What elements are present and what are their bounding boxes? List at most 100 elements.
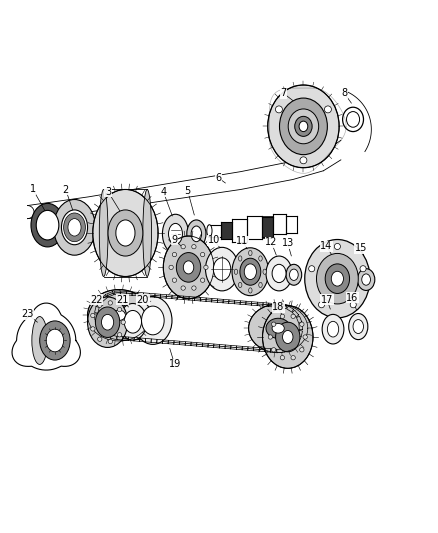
Circle shape	[172, 278, 177, 282]
Ellipse shape	[325, 264, 350, 294]
Circle shape	[280, 356, 285, 360]
Circle shape	[91, 313, 95, 318]
Ellipse shape	[268, 85, 339, 168]
Circle shape	[309, 265, 315, 272]
Ellipse shape	[317, 254, 358, 304]
Ellipse shape	[305, 239, 370, 318]
Ellipse shape	[163, 236, 214, 298]
Ellipse shape	[93, 189, 158, 277]
Ellipse shape	[288, 109, 319, 144]
Bar	[261, 216, 273, 239]
Circle shape	[108, 340, 113, 344]
Ellipse shape	[353, 320, 364, 334]
Ellipse shape	[283, 330, 293, 344]
Ellipse shape	[272, 324, 284, 333]
Ellipse shape	[113, 310, 125, 320]
Ellipse shape	[238, 282, 242, 288]
Ellipse shape	[162, 214, 188, 254]
Ellipse shape	[61, 210, 88, 245]
Ellipse shape	[234, 269, 238, 274]
Text: 11: 11	[237, 236, 249, 246]
Ellipse shape	[177, 253, 201, 282]
Ellipse shape	[240, 258, 261, 285]
Circle shape	[181, 286, 185, 290]
Circle shape	[201, 278, 205, 282]
Circle shape	[300, 348, 304, 352]
Text: 20: 20	[137, 295, 149, 304]
Circle shape	[276, 106, 283, 113]
Circle shape	[192, 245, 196, 249]
Ellipse shape	[362, 274, 371, 285]
Polygon shape	[221, 222, 232, 239]
Text: 17: 17	[321, 295, 333, 304]
Circle shape	[350, 302, 356, 308]
Ellipse shape	[205, 247, 239, 291]
Text: 23: 23	[21, 309, 34, 319]
Ellipse shape	[141, 306, 164, 335]
Polygon shape	[286, 216, 297, 232]
Ellipse shape	[213, 258, 231, 280]
Circle shape	[300, 322, 304, 326]
Circle shape	[334, 244, 340, 249]
Circle shape	[325, 106, 332, 113]
Circle shape	[204, 265, 208, 270]
Ellipse shape	[286, 264, 302, 285]
Ellipse shape	[108, 210, 143, 256]
Circle shape	[169, 265, 173, 270]
Polygon shape	[247, 216, 261, 239]
Circle shape	[318, 302, 325, 308]
Ellipse shape	[322, 314, 344, 344]
Circle shape	[360, 265, 366, 272]
Ellipse shape	[88, 297, 127, 348]
Text: 4: 4	[160, 187, 166, 197]
Ellipse shape	[64, 213, 85, 241]
Ellipse shape	[263, 269, 266, 274]
Text: 21: 21	[116, 295, 129, 304]
Text: 14: 14	[320, 241, 332, 252]
Ellipse shape	[357, 269, 375, 290]
Bar	[221, 222, 232, 239]
Ellipse shape	[169, 223, 183, 244]
Ellipse shape	[32, 317, 47, 365]
Ellipse shape	[259, 256, 262, 261]
Circle shape	[98, 337, 102, 341]
Circle shape	[268, 335, 272, 339]
Ellipse shape	[40, 321, 70, 360]
Ellipse shape	[249, 288, 252, 293]
Text: 8: 8	[341, 88, 347, 98]
Text: 3: 3	[105, 187, 111, 197]
Ellipse shape	[106, 304, 132, 326]
Ellipse shape	[187, 220, 206, 248]
Text: 10: 10	[208, 236, 220, 245]
Circle shape	[300, 157, 307, 164]
Text: 2: 2	[63, 185, 69, 195]
Ellipse shape	[119, 303, 147, 340]
Circle shape	[181, 245, 185, 249]
Text: 6: 6	[215, 173, 221, 183]
Circle shape	[272, 348, 276, 352]
Circle shape	[172, 253, 177, 257]
Ellipse shape	[46, 329, 64, 352]
Ellipse shape	[238, 256, 242, 261]
Circle shape	[280, 314, 285, 319]
Polygon shape	[261, 217, 273, 237]
Ellipse shape	[143, 189, 152, 277]
Text: 7: 7	[280, 88, 286, 98]
Ellipse shape	[276, 322, 300, 352]
Ellipse shape	[116, 220, 135, 246]
Ellipse shape	[295, 116, 312, 136]
Ellipse shape	[266, 318, 290, 338]
Ellipse shape	[124, 310, 141, 333]
Ellipse shape	[191, 226, 201, 241]
Ellipse shape	[290, 269, 298, 280]
Circle shape	[272, 322, 276, 326]
Ellipse shape	[184, 261, 194, 274]
Circle shape	[201, 253, 205, 257]
Ellipse shape	[95, 307, 120, 337]
Text: 18: 18	[272, 302, 284, 312]
Circle shape	[117, 308, 122, 312]
Ellipse shape	[134, 296, 172, 344]
Ellipse shape	[36, 211, 59, 240]
Ellipse shape	[99, 189, 108, 277]
Ellipse shape	[31, 204, 64, 247]
